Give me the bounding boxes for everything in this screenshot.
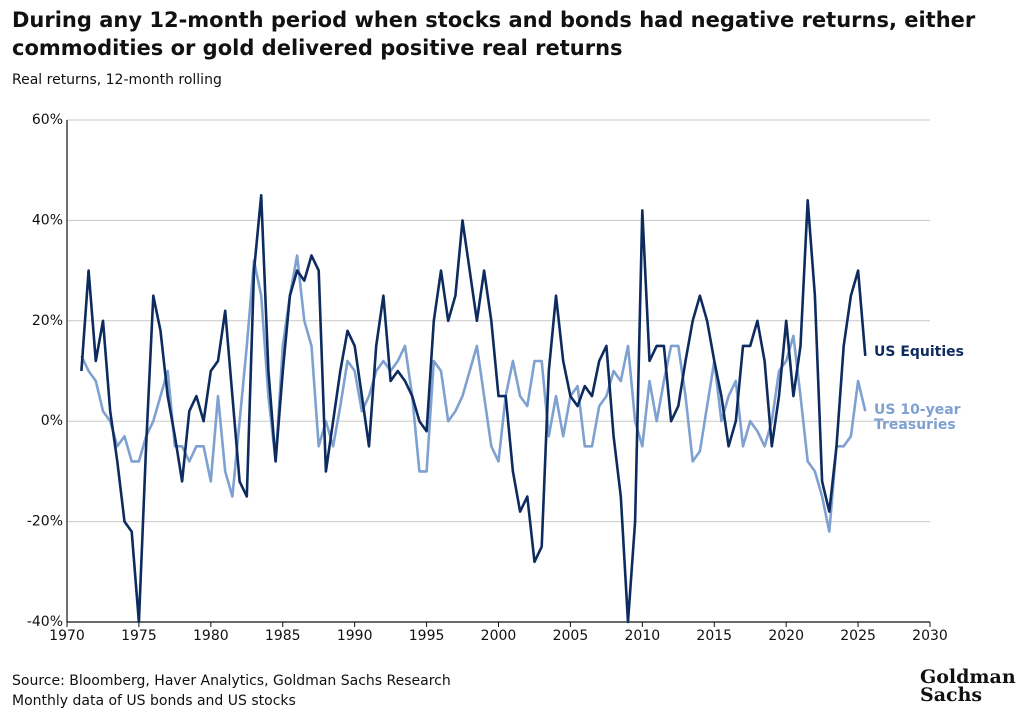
chart-subtitle: Real returns, 12-month rolling — [12, 72, 222, 88]
line-series — [80, 194, 867, 624]
x-tick-label: 2020 — [768, 628, 804, 644]
series-label: US 10-year Treasuries — [874, 402, 961, 433]
x-tick-label: 1980 — [193, 628, 229, 644]
x-tick-label: 2025 — [840, 628, 876, 644]
y-tick-label: 20% — [32, 313, 63, 329]
y-tick-label: -40% — [27, 614, 63, 630]
x-tick-label: 2015 — [696, 628, 732, 644]
x-tick-label: 2000 — [481, 628, 517, 644]
y-tick-label: -20% — [27, 514, 63, 530]
source-note: Source: Bloomberg, Haver Analytics, Gold… — [12, 673, 451, 689]
chart-title: During any 12-month period when stocks a… — [12, 8, 976, 60]
x-tick-label: 1985 — [265, 628, 301, 644]
line-series — [80, 254, 867, 533]
x-tick-label: 2005 — [553, 628, 589, 644]
y-tick-label: 0% — [41, 413, 63, 429]
x-tick-label: 1975 — [121, 628, 157, 644]
y-tick-label: 60% — [32, 112, 63, 128]
series-label: US Equities — [874, 344, 964, 360]
x-tick-label: 2030 — [912, 628, 948, 644]
logo: Goldman Sachs — [920, 666, 1016, 706]
x-tick-label: 1990 — [337, 628, 373, 644]
x-tick-label: 1995 — [409, 628, 445, 644]
x-tick-label: 1970 — [49, 628, 85, 644]
x-tick-label: 2010 — [625, 628, 661, 644]
y-tick-label: 40% — [32, 212, 63, 228]
footnote: Monthly data of US bonds and US stocks — [12, 693, 296, 709]
